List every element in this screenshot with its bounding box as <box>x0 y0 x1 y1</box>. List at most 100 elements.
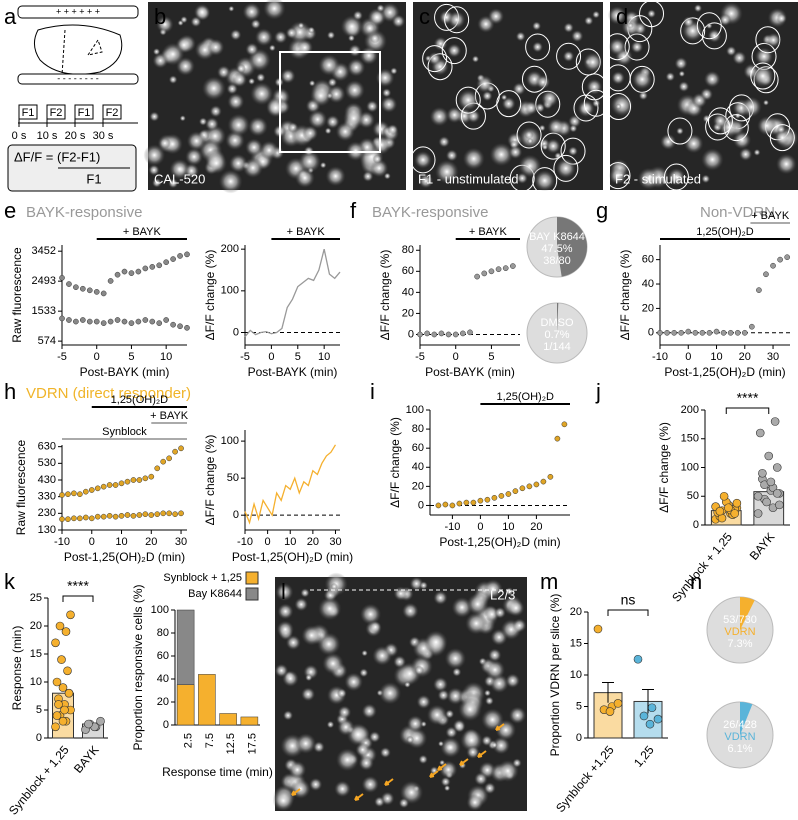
time-label: 10 s <box>37 130 58 142</box>
cell <box>297 22 305 30</box>
cell <box>298 150 321 173</box>
cell <box>300 588 310 598</box>
cell <box>168 178 179 189</box>
cell <box>359 668 369 678</box>
y-tick-label: 1533 <box>32 305 56 317</box>
x-tick-label: 12.5 <box>225 733 237 754</box>
data-point <box>112 482 119 488</box>
data-point <box>106 482 113 488</box>
legend-label: Synblock + 1,25 <box>163 572 242 584</box>
y-tick-label: 430 <box>38 474 56 486</box>
y-tick-label: 50 <box>687 490 699 502</box>
cell <box>307 26 315 34</box>
cell <box>438 136 450 148</box>
data-point <box>431 331 438 338</box>
panel-letter: n <box>690 569 702 594</box>
x-tick-label: 10 <box>502 521 514 533</box>
roi <box>667 117 693 145</box>
cell <box>489 142 514 167</box>
cell <box>611 71 625 85</box>
cell <box>274 663 289 678</box>
data-point <box>692 329 699 336</box>
data-point <box>763 271 769 278</box>
cell <box>305 673 313 682</box>
frame <box>102 104 122 120</box>
pie-name: VDRN <box>724 626 755 638</box>
data-point <box>732 498 742 508</box>
cell <box>484 696 494 706</box>
data-point <box>94 513 101 520</box>
panel-letter: l <box>281 579 286 604</box>
data-point <box>142 511 149 518</box>
cell <box>703 70 721 88</box>
cell <box>309 777 323 792</box>
data-point <box>184 251 190 258</box>
trace <box>244 444 337 525</box>
cell <box>247 116 268 137</box>
treatment-label: 1,25(OH)₂D <box>496 391 554 403</box>
panel-title: BAYK-responsive <box>26 204 142 221</box>
data-point <box>66 317 72 323</box>
cell <box>236 63 246 74</box>
roi <box>455 86 481 114</box>
data-point <box>154 465 161 472</box>
cell <box>512 758 522 768</box>
data-point <box>148 512 155 518</box>
cell <box>706 22 713 29</box>
cell <box>437 740 444 747</box>
cell <box>301 625 322 646</box>
data-point <box>93 318 100 325</box>
cell <box>515 31 526 42</box>
cell <box>446 106 463 124</box>
data-point <box>645 719 655 729</box>
cell <box>169 158 190 180</box>
data-point <box>65 491 71 498</box>
data-point <box>128 270 135 276</box>
cell <box>152 177 162 188</box>
panel-letter: g <box>596 198 608 223</box>
data-point <box>770 417 780 426</box>
y-tick-label: 40 <box>412 461 424 473</box>
arrow <box>429 770 439 778</box>
cell <box>753 148 761 156</box>
y-tick-label: 100 <box>221 285 239 297</box>
cell <box>180 15 188 24</box>
cell <box>577 99 595 118</box>
cell <box>348 44 362 57</box>
data-point <box>82 514 89 521</box>
arrow <box>291 788 301 796</box>
y-tick-label: 0 <box>693 519 699 531</box>
data-point <box>770 262 776 269</box>
y-tick-label: 0 <box>418 499 424 511</box>
cell <box>406 735 415 744</box>
x-tick-label: BAYK <box>747 530 778 563</box>
data-point <box>505 491 512 497</box>
cell <box>245 138 263 157</box>
x-axis-label: Post-1,25(OH)₂D (min) <box>64 550 185 564</box>
pie-name: VDRN <box>724 731 755 743</box>
image-label: CAL-520 <box>154 171 205 186</box>
data-point <box>741 329 748 336</box>
cell <box>355 742 371 758</box>
cell <box>282 710 294 721</box>
y-axis-label: ΔF/F change (%) <box>618 250 632 341</box>
x-tick-label: 5 <box>295 351 301 363</box>
x-tick-label: 20 <box>145 536 157 548</box>
data-point <box>112 513 119 520</box>
data-point <box>477 497 484 504</box>
y-axis-label: Raw fluorescence <box>10 247 24 343</box>
data-point <box>495 266 502 273</box>
data-point <box>61 627 71 636</box>
cell <box>484 659 506 680</box>
data-point <box>57 655 66 664</box>
data-point <box>100 290 107 297</box>
cell <box>457 89 479 111</box>
slice <box>34 24 123 75</box>
cell <box>774 129 791 146</box>
data-point <box>706 329 713 336</box>
cell <box>571 29 584 43</box>
stat-label: **** <box>67 578 89 594</box>
label: - - - - - - - - <box>57 73 98 83</box>
cell <box>482 90 493 102</box>
